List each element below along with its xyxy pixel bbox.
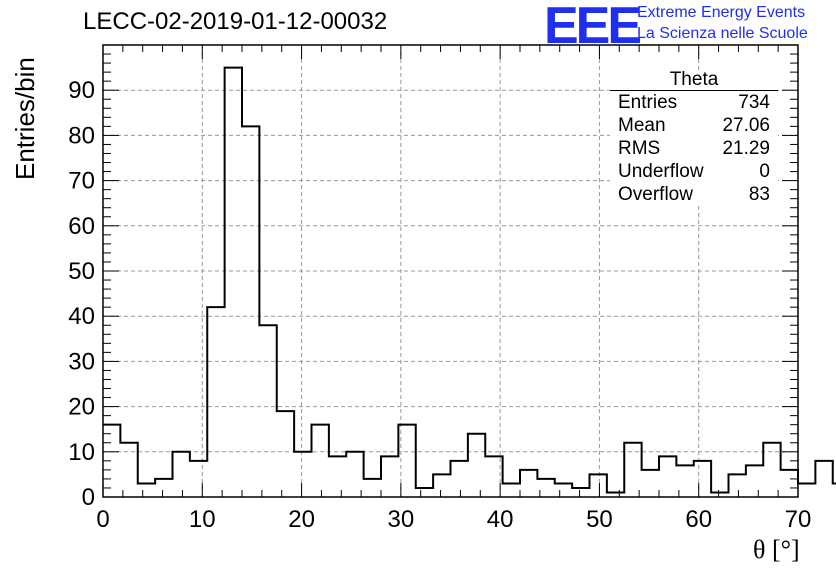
stats-row: Underflow 0: [610, 160, 778, 183]
y-axis-label: Entries/bin: [10, 57, 40, 180]
stats-row: RMS 21.29: [610, 137, 778, 160]
logo-line-1: Extreme Energy Events: [637, 4, 806, 21]
y-tick-label: 10: [68, 439, 95, 466]
plot-frame: [102, 44, 799, 498]
stats-box: Theta Entries 734 Mean 27.06 RMS 21.29 Unde…: [610, 70, 778, 206]
y-tick-label: 80: [68, 122, 95, 149]
stats-label: Overflow: [618, 184, 693, 205]
chart-title: LECC-02-2019-01-12-00032: [83, 8, 388, 35]
y-tick-label: 90: [68, 77, 95, 104]
x-axis-label: θ [°]: [753, 535, 800, 564]
stats-label: Underflow: [618, 161, 704, 182]
stats-row: Mean 27.06: [610, 114, 778, 137]
x-tick-label: 40: [487, 506, 514, 533]
x-tick-label: 60: [685, 506, 712, 533]
eee-logo: EEE: [544, 0, 642, 55]
grid-lines: [103, 45, 798, 497]
logo-line-2: La Scienza nelle Scuole: [637, 25, 808, 42]
stats-value: 83: [748, 184, 770, 205]
stats-row: Entries 734: [610, 91, 778, 114]
x-tick-label: 30: [388, 506, 415, 533]
stats-label: Entries: [618, 92, 678, 113]
y-tick-label: 50: [68, 258, 95, 285]
stats-label: RMS: [618, 138, 661, 159]
x-tick-label: 20: [288, 506, 315, 533]
tick-labels: 0 10 20 30 40 50 60 70 0 10 20 30 40 50 60 70 80 90: [68, 77, 811, 533]
y-tick-label: 40: [68, 303, 95, 330]
stats-value: 734: [738, 92, 770, 113]
stats-title: Theta: [610, 70, 778, 91]
y-tick-label: 30: [68, 348, 95, 375]
y-tick-label: 70: [68, 168, 95, 195]
stats-value: 21.29: [722, 138, 770, 159]
y-tick-label: 60: [68, 213, 95, 240]
y-tick-label: 20: [68, 394, 95, 421]
x-tick-label: 0: [96, 506, 109, 533]
stats-row: Overflow 83: [610, 183, 778, 206]
histogram-line: [103, 66, 836, 494]
y-tick-label: 0: [82, 484, 95, 511]
stats-value: 0: [759, 161, 770, 182]
stats-value: 27.06: [722, 115, 770, 136]
x-tick-label: 70: [785, 506, 812, 533]
stats-label: Mean: [618, 115, 666, 136]
x-tick-label: 10: [189, 506, 216, 533]
x-tick-label: 50: [586, 506, 613, 533]
